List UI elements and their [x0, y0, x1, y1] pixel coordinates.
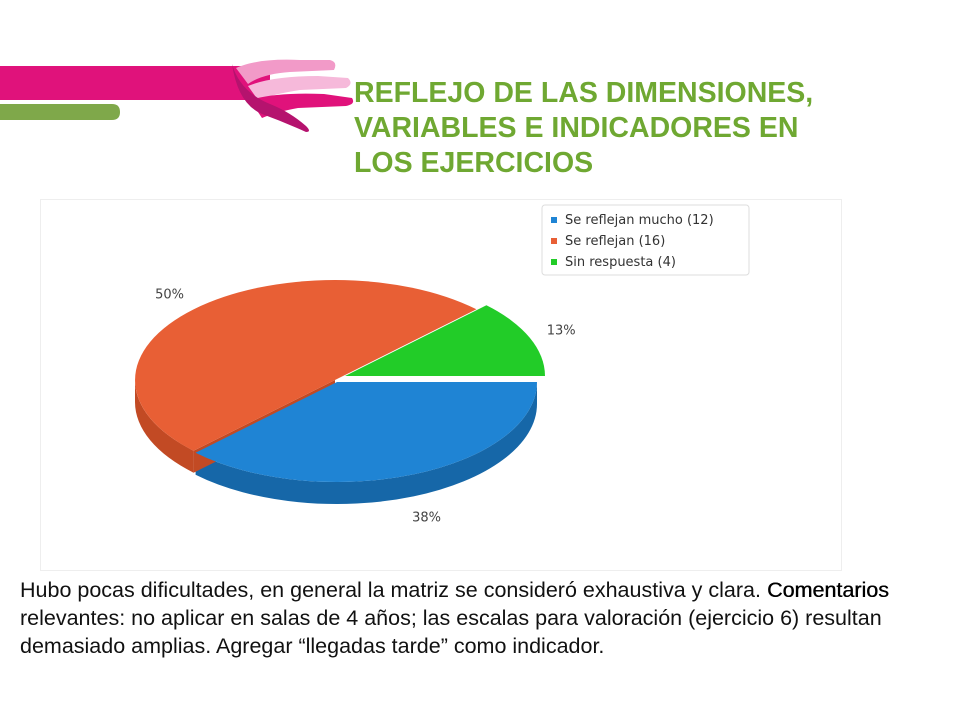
pie-tops: [135, 280, 545, 483]
title-line-3: LOS EJERCICIOS: [354, 147, 594, 179]
pie-labels: 38% 50% 13%: [155, 288, 576, 526]
green-band: [0, 104, 120, 120]
pie-slice-0: [195, 382, 537, 483]
pie-label-0: 38%: [412, 511, 441, 526]
pie-chart: 38%50%13% Se reflejan mucho (12)Se refle…: [135, 204, 750, 526]
legend-label-1: Se reflejan (16): [565, 234, 665, 249]
title-line-1: REFLEJO DE LAS DIMENSIONES,: [354, 77, 814, 109]
page-title: REFLEJO DE LAS DIMENSIONES, VARIABLES E …: [354, 76, 914, 181]
header-decoration: [0, 59, 354, 132]
pie-side-1: [135, 380, 194, 473]
caption-part-2: relevantes: no aplicar en salas de 4 año…: [20, 606, 882, 658]
caption-bold-word: Comentarios: [766, 578, 889, 602]
legend-label-0: Se reflejan mucho (12): [565, 213, 714, 228]
pie-label-2: 13%: [547, 323, 576, 338]
pie-slice-1: [135, 280, 477, 451]
legend-box: [541, 204, 750, 276]
caption-part-1: Hubo pocas dificultades, en general la m…: [20, 578, 767, 602]
legend-swatch-1: [551, 238, 557, 244]
chart-panel: 38% 50% 13% Se reflejan mucho (12) Se refle…: [40, 199, 842, 571]
legend-swatch-2: [551, 259, 557, 265]
legend-label-2: Sin respuesta (4): [565, 255, 676, 270]
legend-swatch-0: [551, 217, 557, 223]
pie-side-0: [195, 382, 537, 504]
hand-logo: [232, 59, 354, 132]
legend: Se reflejan mucho (12) Se reflejan (16) Si…: [541, 204, 750, 276]
pie-slice-2: [345, 305, 545, 376]
pie-label-1: 50%: [155, 288, 184, 303]
magenta-band: [0, 66, 270, 100]
legend-items: Se reflejan mucho (12) Se reflejan (16) Si…: [551, 213, 714, 270]
caption-text: Hubo pocas dificultades, en general la m…: [20, 576, 940, 660]
title-line-2: VARIABLES E INDICADORES EN: [354, 112, 799, 144]
